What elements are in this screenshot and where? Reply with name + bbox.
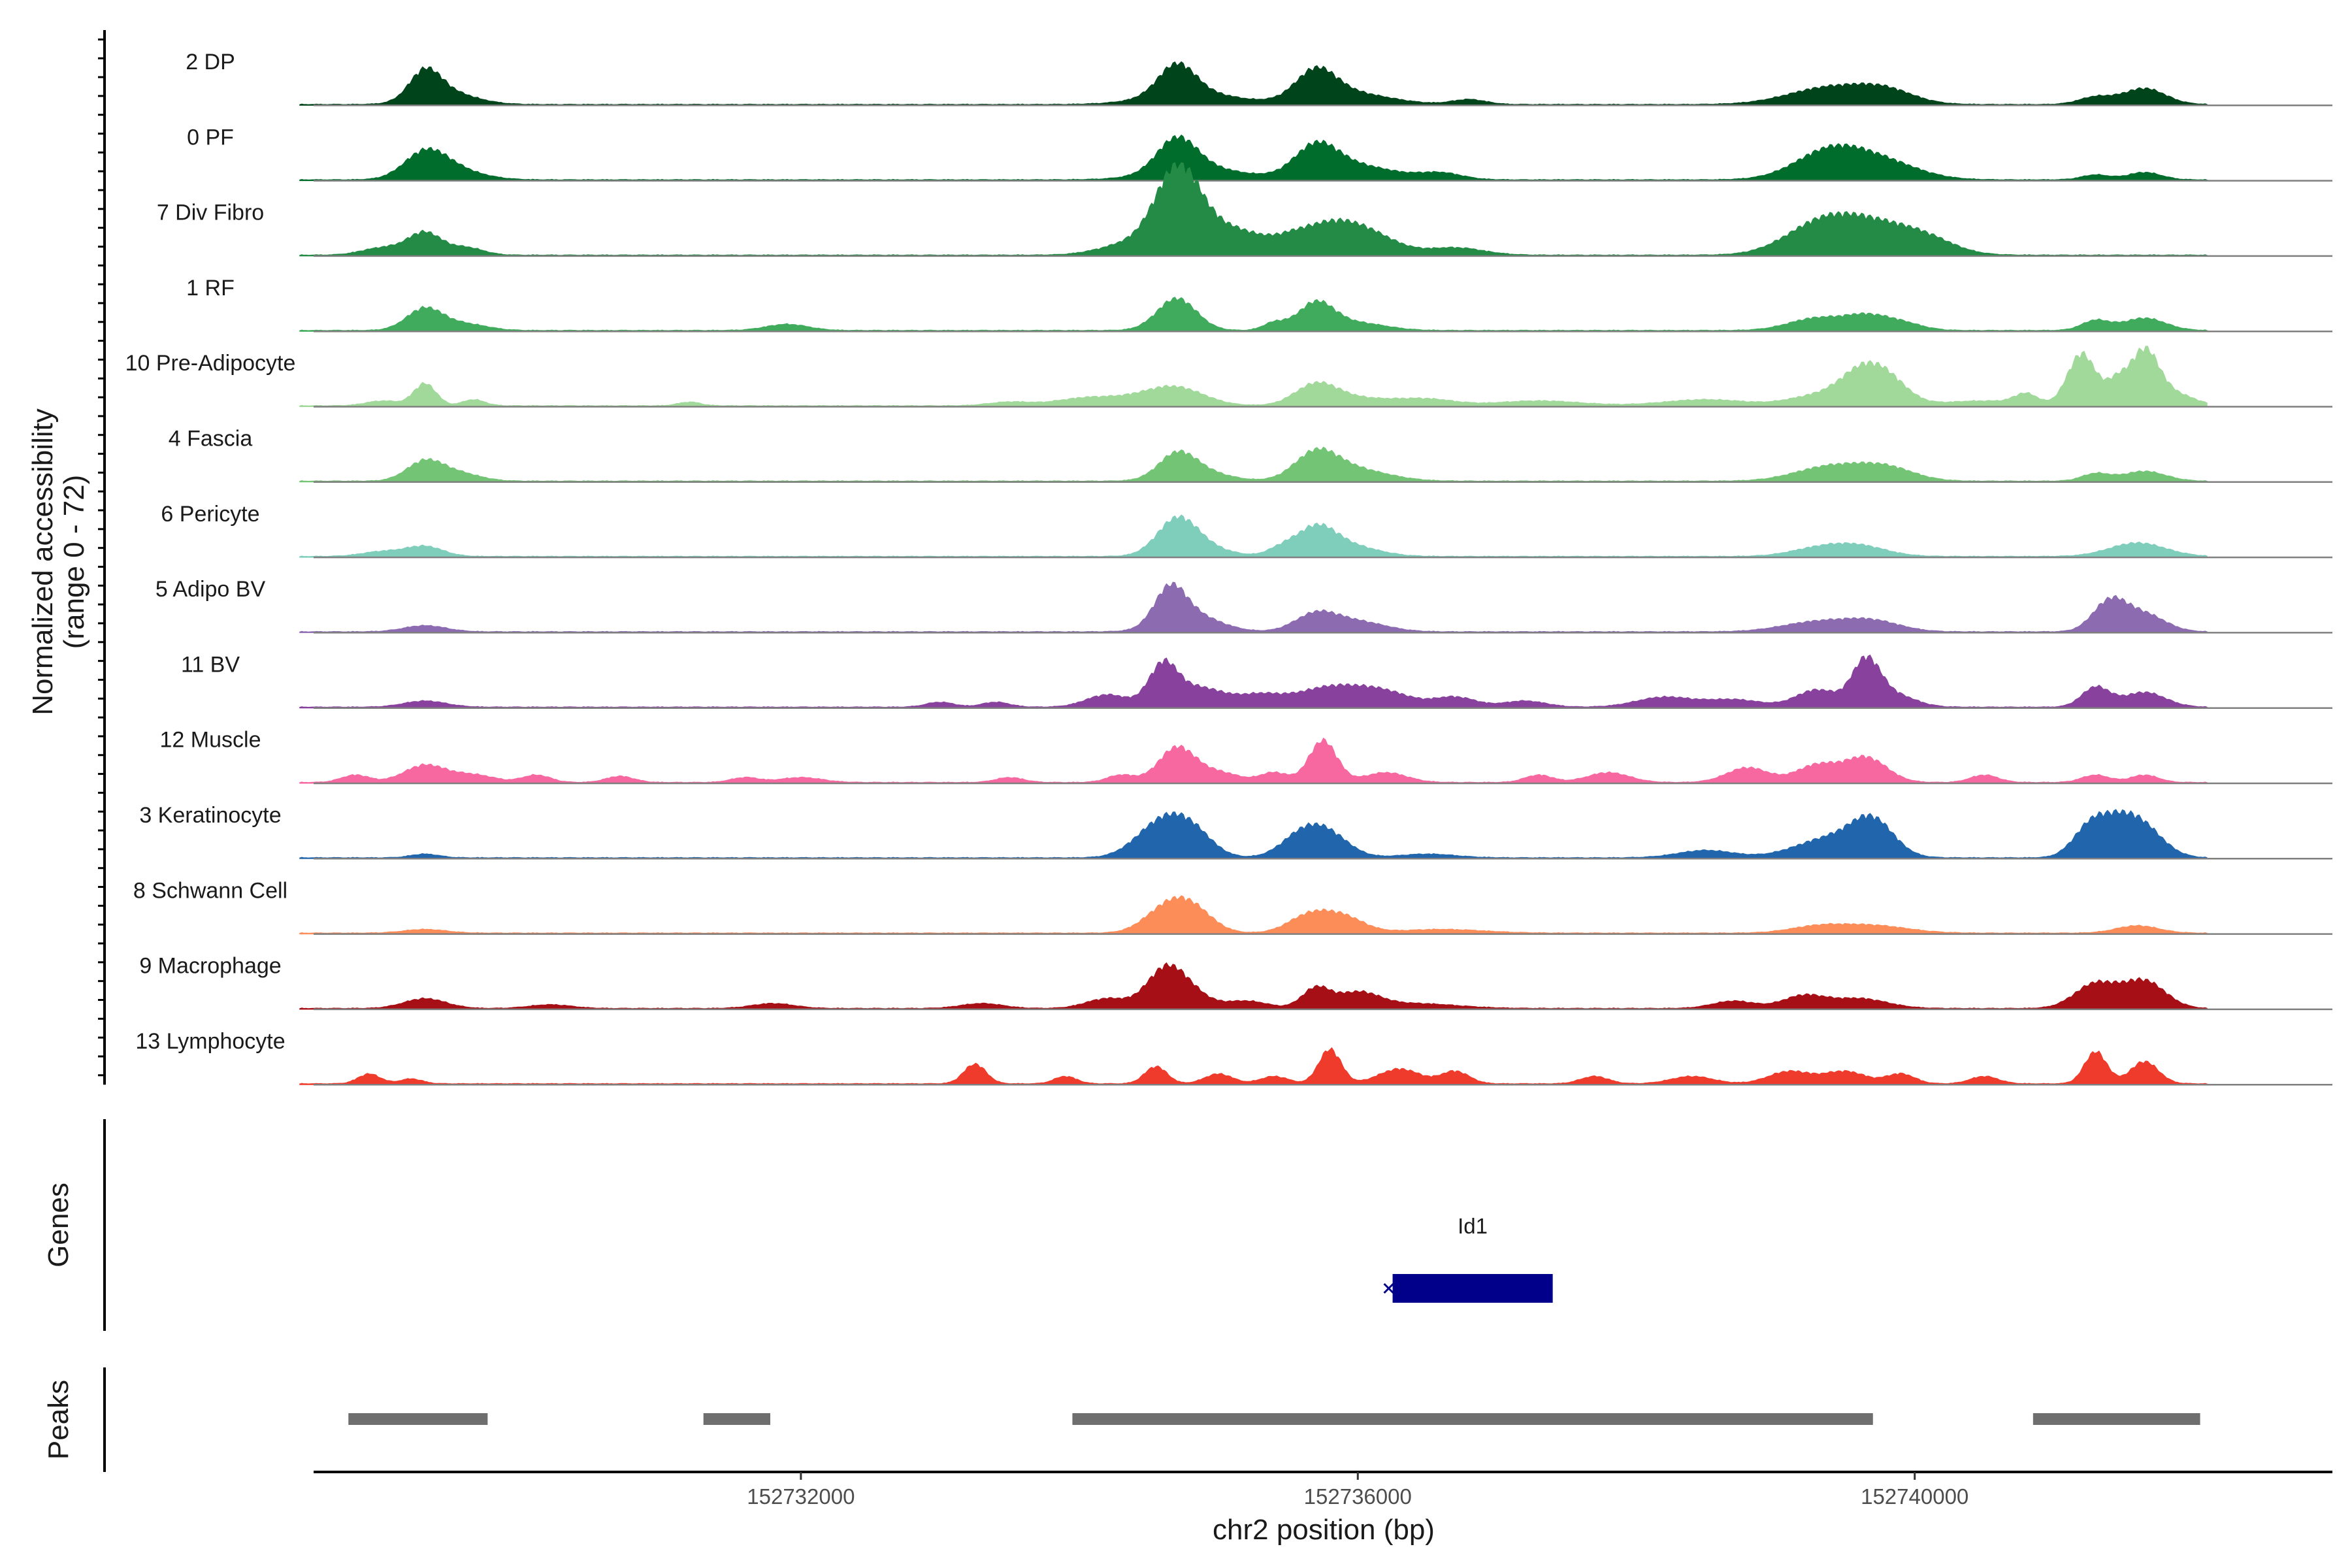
track-label: 2 DP	[186, 50, 235, 74]
track-9-macrophage: 9 Macrophage	[139, 954, 2332, 1011]
coverage-area	[299, 895, 2208, 935]
gene-strand-mark	[1383, 1282, 1394, 1294]
track-label: 6 Pericyte	[161, 502, 259, 527]
x-axis: 152732000 152736000 152740000 chr2 positio…	[314, 1471, 2332, 1546]
gene-body	[1392, 1274, 1553, 1303]
track-label: 10 Pre-Adipocyte	[125, 351, 296, 376]
coverage-tracks: 2 DP 0 PF 7 Div Fibro 1 RF 10 Pre-Adipocyte 4…	[125, 50, 2332, 1086]
track-5-adipo-bv: 5 Adipo BV	[155, 577, 2332, 634]
track-label: 5 Adipo BV	[155, 577, 266, 602]
coverage-area	[299, 514, 2208, 558]
track-label: 4 Fascia	[169, 427, 253, 451]
coverage-area	[299, 297, 2208, 332]
peaks-panel: Peaks	[42, 1367, 2200, 1472]
peaks-panel-title: Peaks	[42, 1380, 74, 1460]
track-2-dp: 2 DP	[186, 50, 2332, 106]
y-axis-title-line2: (range 0 - 72)	[58, 475, 90, 649]
peak-bar	[348, 1413, 488, 1425]
track-6-pericyte: 6 Pericyte	[161, 502, 2332, 559]
track-label: 7 Div Fibro	[157, 201, 264, 225]
x-tick-label: 152736000	[1304, 1484, 1412, 1509]
track-label: 1 RF	[186, 276, 235, 301]
coverage-y-axis	[98, 30, 106, 1085]
track-4-fascia: 4 Fascia	[169, 427, 2332, 483]
coverage-area	[299, 346, 2208, 407]
track-13-lymphocyte: 13 Lymphocyte	[135, 1029, 2332, 1086]
coverage-area	[299, 61, 2208, 106]
gene-id1: Id1	[1383, 1214, 1553, 1303]
track-label: 8 Schwann Cell	[133, 878, 287, 903]
track-label: 13 Lymphocyte	[135, 1029, 285, 1054]
genes-panel-title: Genes	[42, 1183, 74, 1267]
y-axis-title: Normalized accessibility (range 0 - 72)	[27, 408, 90, 715]
x-tick-label: 152732000	[747, 1484, 855, 1509]
coverage-area	[299, 581, 2208, 633]
coverage-area	[299, 809, 2208, 859]
genes-panel: Genes Id1	[42, 1119, 1553, 1331]
track-12-muscle: 12 Muscle	[160, 728, 2332, 785]
peak-bar	[1072, 1413, 1873, 1425]
coverage-area	[299, 738, 2208, 784]
coverage-area	[299, 162, 2208, 257]
track-label: 11 BV	[181, 652, 240, 677]
peak-bars	[348, 1413, 2200, 1425]
track-0-pf: 0 PF	[187, 125, 2332, 182]
coverage-area	[299, 962, 2208, 1010]
x-tick-label: 152740000	[1861, 1484, 1968, 1509]
track-7-div-fibro: 7 Div Fibro	[157, 162, 2332, 257]
coverage-area	[299, 1047, 2208, 1085]
x-axis-title: chr2 position (bp)	[1213, 1514, 1435, 1546]
track-label: 9 Macrophage	[139, 954, 281, 979]
track-11-bv: 11 BV	[181, 652, 2332, 709]
gene-label: Id1	[1458, 1214, 1488, 1238]
coverage-area	[299, 654, 2208, 709]
track-label: 12 Muscle	[160, 728, 261, 753]
coverage-area	[299, 446, 2208, 483]
x-axis-ticks: 152732000 152736000 152740000	[747, 1472, 1968, 1509]
track-1-rf: 1 RF	[186, 276, 2332, 333]
y-axis-title-line1: Normalized accessibility	[27, 408, 59, 715]
gene-models: Id1	[1383, 1214, 1553, 1303]
track-label: 0 PF	[187, 125, 234, 150]
peak-bar	[703, 1413, 770, 1425]
coverage-area	[299, 134, 2208, 182]
track-8-schwann-cell: 8 Schwann Cell	[133, 878, 2332, 935]
track-label: 3 Keratinocyte	[139, 803, 281, 828]
track-10-pre-adipocyte: 10 Pre-Adipocyte	[125, 346, 2332, 408]
track-3-keratinocyte: 3 Keratinocyte	[139, 803, 2332, 860]
peak-bar	[2033, 1413, 2200, 1425]
